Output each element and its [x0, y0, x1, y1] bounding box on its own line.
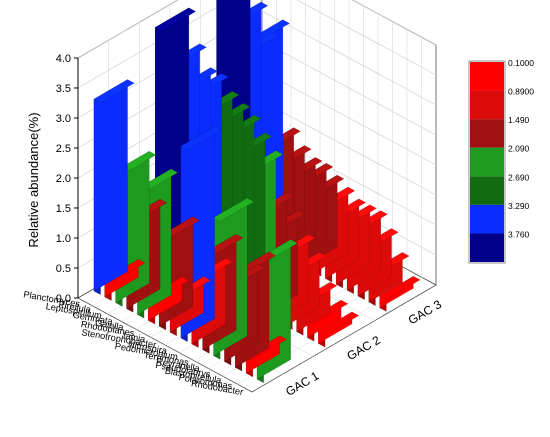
- color-legend: 0.1000 0.8900 1.490 2.090 2.690 3.290 3.760: [468, 58, 534, 264]
- bar-side-face: [93, 79, 128, 292]
- z-tick-label: 4.0: [56, 53, 71, 65]
- bar-top-face: [379, 276, 421, 300]
- legend-swatch: [470, 147, 504, 177]
- axis-layer: 0.00.51.01.52.02.53.03.54.0PlanctomycesP…: [23, 53, 445, 399]
- bar-top-face: [154, 7, 197, 32]
- bar-top-face: [180, 126, 222, 150]
- z-tick-label: 1.5: [56, 203, 71, 215]
- bar-top-face: [213, 197, 255, 222]
- legend-label: 0.8900: [508, 87, 534, 97]
- bar: [379, 275, 421, 312]
- series-label: GAC 3: [406, 297, 444, 327]
- legend-swatch: [470, 62, 504, 91]
- z-tick-label: 3.5: [56, 83, 71, 95]
- z-tick-label: 1.0: [56, 233, 71, 245]
- z-tick-label: 2.5: [56, 143, 71, 155]
- category-label: Gaiella: [94, 318, 125, 333]
- category-label: Iamia: [122, 330, 147, 344]
- z-tick-label: 0.5: [56, 263, 71, 275]
- legend-label: 3.760: [508, 229, 530, 239]
- legend-label: 1.490: [508, 115, 530, 125]
- bar: [93, 79, 135, 296]
- legend-swatch: [470, 233, 504, 262]
- y-axis-label: Relative abundance(%): [26, 112, 41, 247]
- series-label: GAC 1: [283, 368, 321, 398]
- legend-swatch: [470, 176, 504, 205]
- legend-label: 0.1000: [508, 58, 534, 68]
- bars-layer: [93, 0, 421, 384]
- bar: [317, 311, 360, 348]
- legend-label: 2.090: [508, 144, 530, 154]
- z-tick-label: 2.0: [56, 173, 71, 185]
- legend-swatch: [470, 119, 504, 148]
- z-tick-label: 3.0: [56, 113, 71, 125]
- series-label: GAC 2: [344, 333, 382, 363]
- legend-label: 3.290: [508, 201, 530, 211]
- legend-frame: [468, 60, 506, 264]
- legend-label: 2.690: [508, 172, 530, 182]
- z-tick-label: 0.0: [56, 293, 71, 305]
- legend-swatch: [470, 90, 504, 120]
- legend-swatch: [470, 204, 504, 234]
- bar-top-face: [93, 79, 135, 103]
- bar-top-face: [317, 311, 360, 336]
